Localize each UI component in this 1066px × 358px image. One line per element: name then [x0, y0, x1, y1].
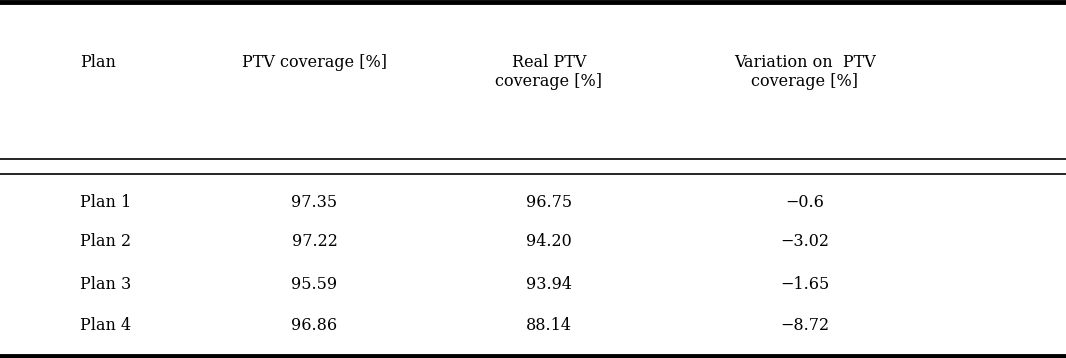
Text: 97.35: 97.35	[291, 194, 338, 211]
Text: Plan: Plan	[80, 54, 116, 71]
Text: Plan 4: Plan 4	[80, 317, 131, 334]
Text: Plan 3: Plan 3	[80, 276, 131, 293]
Text: −1.65: −1.65	[780, 276, 829, 293]
Text: −3.02: −3.02	[780, 233, 829, 250]
Text: Plan 1: Plan 1	[80, 194, 131, 211]
Text: PTV coverage [%]: PTV coverage [%]	[242, 54, 387, 71]
Text: 88.14: 88.14	[526, 317, 572, 334]
Text: −0.6: −0.6	[786, 194, 824, 211]
Text: 97.22: 97.22	[291, 233, 338, 250]
Text: Plan 2: Plan 2	[80, 233, 131, 250]
Text: 96.75: 96.75	[526, 194, 572, 211]
Text: 96.86: 96.86	[291, 317, 338, 334]
Text: 95.59: 95.59	[291, 276, 338, 293]
Text: Real PTV
coverage [%]: Real PTV coverage [%]	[496, 54, 602, 90]
Text: 93.94: 93.94	[526, 276, 572, 293]
Text: −8.72: −8.72	[780, 317, 829, 334]
Text: 94.20: 94.20	[527, 233, 571, 250]
Text: Variation on  PTV
coverage [%]: Variation on PTV coverage [%]	[734, 54, 875, 90]
